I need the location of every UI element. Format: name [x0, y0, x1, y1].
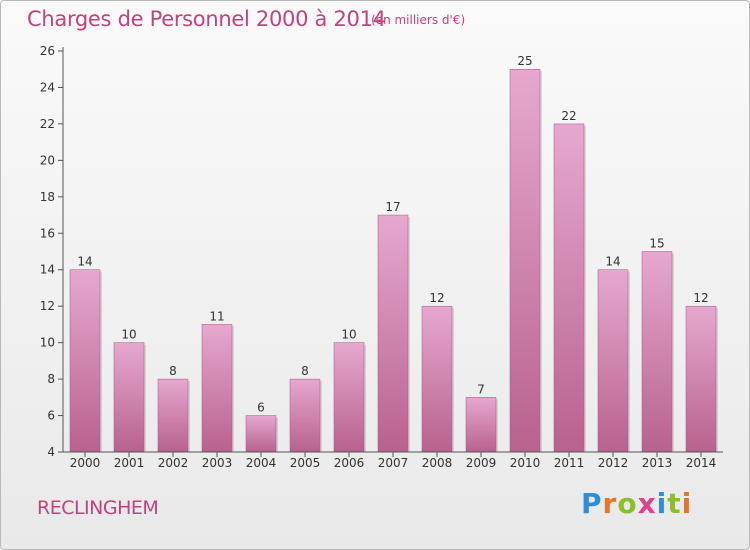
bar: [641, 251, 673, 453]
logo-letter: i: [681, 487, 693, 520]
bar: [465, 397, 497, 453]
bar-value-label: 11: [209, 309, 224, 323]
bar-value-label: 7: [477, 382, 485, 396]
logo-letter: t: [667, 487, 682, 520]
x-tick-label: 2012: [598, 456, 629, 470]
x-tick-label: 2007: [378, 456, 409, 470]
bar: [509, 68, 541, 453]
y-tick-label: 16: [40, 226, 55, 240]
y-tick-label: 12: [40, 299, 55, 313]
x-tick-label: 2013: [642, 456, 673, 470]
bar-value-label: 10: [121, 328, 136, 342]
x-tick-label: 2005: [290, 456, 321, 470]
bar-value-label: 14: [605, 255, 620, 269]
x-tick-label: 2011: [554, 456, 585, 470]
bar-value-label: 10: [341, 328, 356, 342]
bar: [201, 324, 233, 453]
bar: [685, 305, 717, 453]
logo-letter: x: [637, 487, 657, 520]
logo-letter: r: [602, 487, 618, 520]
bar-value-label: 12: [693, 291, 708, 305]
x-tick-label: 2006: [334, 456, 365, 470]
y-tick-label: 26: [40, 44, 55, 58]
bar: [289, 378, 321, 453]
y-tick-label: 8: [47, 372, 55, 386]
commune-name: RECLINGHEM: [37, 497, 159, 519]
bar-value-label: 6: [257, 401, 265, 415]
bar: [113, 342, 145, 453]
x-tick-label: 2009: [466, 456, 497, 470]
bar: [597, 269, 629, 453]
logo-letter: i: [656, 487, 668, 520]
bar-value-label: 8: [169, 364, 177, 378]
bar: [69, 269, 101, 453]
chart-title: Charges de Personnel 2000 à 2014: [27, 7, 386, 31]
logo-letter: P: [581, 487, 603, 520]
y-tick-label: 14: [40, 263, 55, 277]
y-tick-label: 10: [40, 336, 55, 350]
bar: [421, 305, 453, 453]
x-tick-label: 2010: [510, 456, 541, 470]
y-tick-label: 18: [40, 190, 55, 204]
chart-subtitle: (en milliers d'€): [371, 13, 466, 27]
x-tick-label: 2001: [114, 456, 145, 470]
bar-value-label: 12: [429, 291, 444, 305]
bar: [333, 342, 365, 453]
x-tick-label: 2004: [246, 456, 277, 470]
x-tick-label: 2008: [422, 456, 453, 470]
y-tick-label: 24: [40, 80, 55, 94]
bar: [245, 415, 277, 453]
bar-value-label: 22: [561, 109, 576, 123]
y-tick-label: 22: [40, 117, 55, 131]
x-tick-label: 2014: [686, 456, 717, 470]
x-tick-label: 2000: [70, 456, 101, 470]
y-tick-label: 20: [40, 153, 55, 167]
bar: [377, 214, 409, 453]
proxiti-logo[interactable]: Proxiti: [581, 487, 692, 520]
x-tick-label: 2002: [158, 456, 189, 470]
bar: [553, 123, 585, 453]
x-tick-label: 2003: [202, 456, 233, 470]
bar-value-label: 15: [649, 237, 664, 251]
bar-value-label: 25: [517, 54, 532, 68]
logo-letter: o: [617, 487, 638, 520]
bar-value-label: 14: [77, 255, 92, 269]
bar-value-label: 8: [301, 364, 309, 378]
bar-value-label: 17: [385, 200, 400, 214]
bar: [157, 378, 189, 453]
y-tick-label: 4: [47, 445, 55, 459]
y-tick-label: 6: [47, 409, 55, 423]
